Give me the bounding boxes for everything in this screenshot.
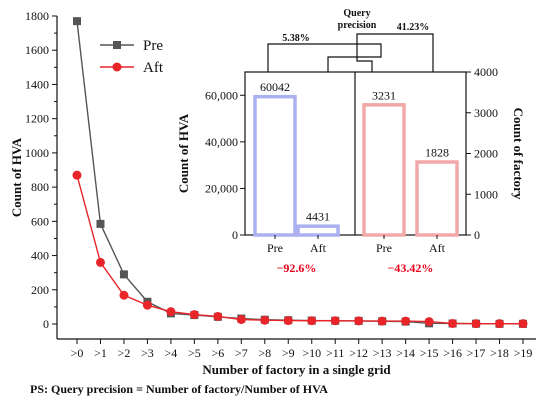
y-tick-label: 400 [31,249,49,263]
inset-right-tick-label: 3000 [474,106,498,120]
legend-marker-aft [112,62,122,72]
y-tick-label: 1800 [25,9,49,23]
y-tick-label: 1400 [25,77,49,91]
data-point-aft [119,290,129,300]
y-tick-label: 600 [31,214,49,228]
precision-left-label: 5.38% [282,33,310,44]
x-tick-label: >11 [326,346,344,360]
x-tick-label: >13 [373,346,392,360]
x-tick-label: >19 [514,346,533,360]
x-tick-label: >4 [165,346,178,360]
x-tick-label: >10 [302,346,321,360]
data-point-pre [73,17,81,26]
data-point-aft [401,316,411,326]
x-tick-label: >15 [420,346,439,360]
data-point-aft [189,310,199,320]
precision-bracket-right [356,33,434,72]
inset-bar-value-label: 60042 [260,80,290,94]
inset-x-tick-label: Aft [429,241,446,255]
inset-bar [296,224,340,237]
inset-right-tick-label: 1000 [474,187,498,201]
y-tick-label: 0 [43,317,49,331]
data-point-aft [72,170,82,180]
inset-left-tick-label: 40,000 [205,135,238,149]
data-point-aft [424,317,434,327]
data-point-aft [518,319,528,329]
inset-right-tick-label: 0 [474,228,480,242]
inset-left-axis-title: Count of HVA [176,113,191,193]
inset-x-tick-label: Pre [376,241,392,255]
precision-title-line2: precision [338,20,377,31]
inset-bar [253,94,297,237]
data-point-aft [236,315,246,325]
inset-x-tick-label: Pre [267,241,283,255]
precision-right-label: 41.23% [397,22,430,33]
inset-bar-value-label: 4431 [306,210,330,224]
x-tick-label: >16 [443,346,462,360]
inset-right-axis-title: Count of factory [511,108,526,200]
precision-bracket-left [267,43,382,72]
x-tick-label: >6 [211,346,224,360]
y-tick-label: 1200 [25,112,49,126]
legend-marker-pre [113,41,121,49]
inset-change-label-hva: −92.6% [277,261,317,275]
data-point-aft [213,311,223,321]
inset-right-tick-label: 4000 [474,65,498,79]
data-point-aft [166,307,176,317]
inset-bar-chart: 0 20,000 40,000 60,000 0 1000 2000 3000 4000 Coun… [176,8,526,275]
data-point-pre [96,219,105,228]
inset-left-tick-label: 60,000 [205,88,238,102]
data-point-aft [283,316,293,326]
data-point-aft [495,319,505,329]
data-point-aft [448,318,458,328]
inset-bar [415,160,459,237]
data-point-aft [377,316,387,326]
inset-right-tick-label: 2000 [474,147,498,161]
x-tick-label: >5 [188,346,201,360]
data-point-pre [119,270,128,279]
y-axis-title: Count of HVA [9,137,24,217]
main-line-chart: 0 200 400 600 800 1000 1200 1400 1600 1800 >0 >1 >2 >… [9,9,536,377]
data-point-aft [307,316,317,326]
x-tick-label: >12 [349,346,368,360]
inset-x-tick-label: Aft [310,241,327,255]
y-tick-label: 800 [31,180,49,194]
data-point-aft [260,315,270,325]
inset-bar-value-label: 1828 [425,146,449,160]
y-tick-label: 1600 [25,43,49,57]
data-point-aft [330,316,340,326]
x-tick-label: >7 [235,346,248,360]
data-point-aft [354,316,364,326]
inset-left-tick-label: 20,000 [205,181,238,195]
y-tick-label: 1000 [25,146,49,160]
footnote: PS: Query precision = Number of factory/… [30,382,328,396]
inset-bar [362,103,406,237]
x-tick-label: >14 [396,346,415,360]
x-tick-label: >18 [490,346,509,360]
x-tick-label: >2 [118,346,131,360]
data-point-aft [95,257,105,267]
inset-change-label-factory: −43.42% [388,261,434,275]
legend-label-pre: Pre [143,38,163,54]
y-tick-label: 200 [31,283,49,297]
data-point-aft [471,319,481,329]
x-tick-label: >3 [141,346,154,360]
x-tick-label: >8 [258,346,271,360]
x-axis-title: Number of factory in a single grid [202,362,391,377]
x-tick-label: >17 [467,346,486,360]
x-tick-label: >0 [71,346,84,360]
data-point-aft [142,300,152,310]
x-tick-label: >9 [282,346,295,360]
inset-left-tick-label: 0 [232,228,238,242]
precision-title-line1: Query [343,8,370,19]
x-tick-label: >1 [94,346,107,360]
inset-bar-value-label: 3231 [372,88,396,102]
legend-label-aft: Aft [143,60,164,76]
